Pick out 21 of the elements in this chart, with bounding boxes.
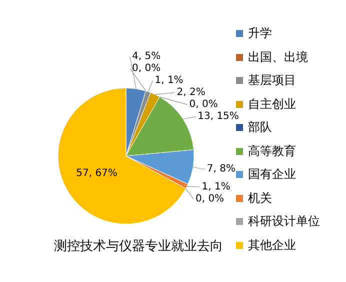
legend-label: 出国、出境 [248,48,308,66]
legend-label: 基层项目 [248,72,296,90]
legend-label: 科研设计单位 [248,213,320,230]
data-label: 57, 67% [76,168,118,179]
text: 测控技术与仪器专业就业去向 [54,238,224,255]
legend-label: 其他企业 [248,236,296,254]
text: 0, 0% [132,63,161,74]
text: 0, 0% [195,193,224,204]
text: 0, 0% [189,99,218,110]
data-label: 2, 2% [176,87,206,98]
data-label: 1, 1% [154,75,184,86]
legend-label: 升学 [248,25,272,42]
legend-label: 自主创业 [248,96,296,113]
legend-label: 机关 [248,190,272,207]
legend-label: 部队 [248,119,272,136]
data-label: 4, 5% [132,51,161,62]
legend-label: 高等教育 [248,142,296,160]
data-label: 13, 15% [198,111,239,122]
data-label: 1, 1% [202,181,230,192]
legend-label: 国有企业 [248,166,296,184]
data-label: 7, 8% [206,164,236,175]
